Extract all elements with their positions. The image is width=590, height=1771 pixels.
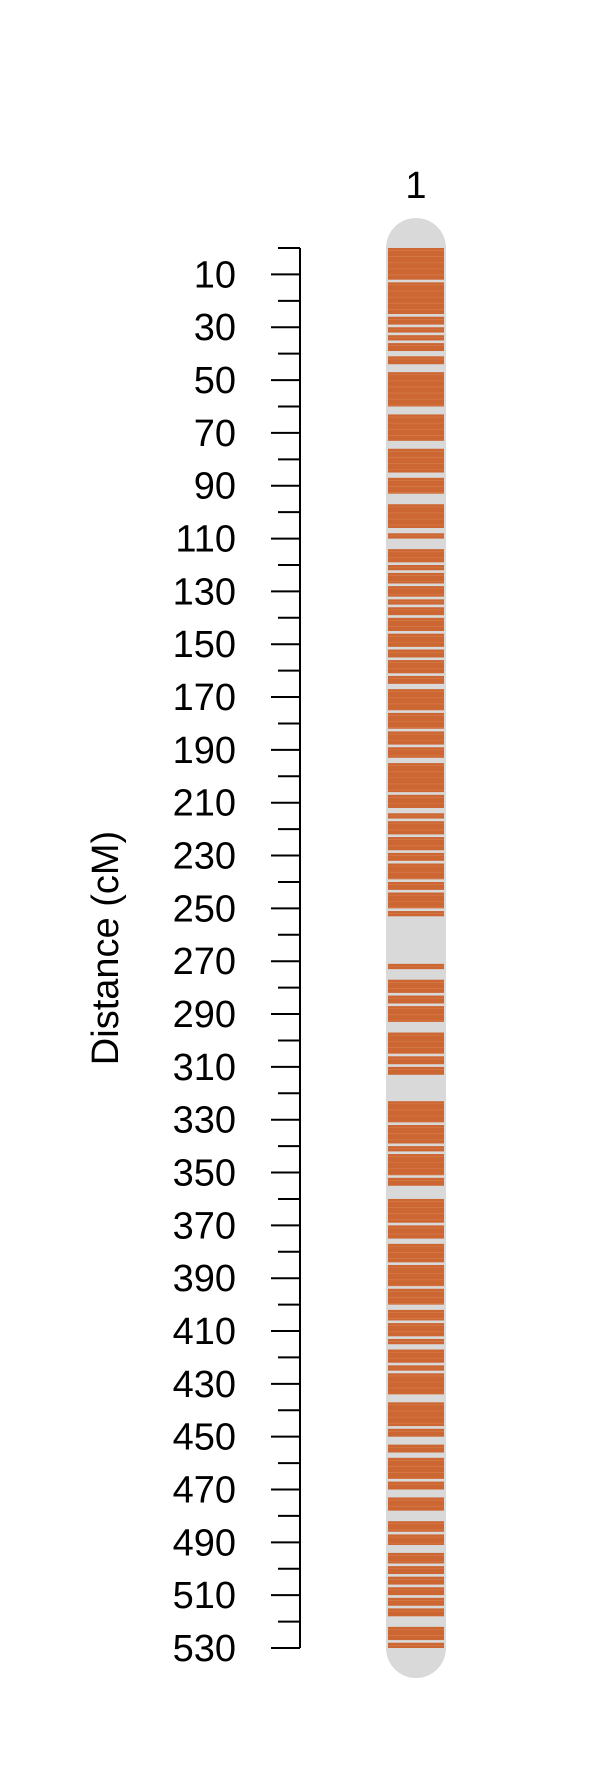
y-axis: 10 30 50 70 90 110 130 150 170 190 210 230 250 270 290… bbox=[173, 247, 301, 1670]
marker-block bbox=[388, 356, 444, 365]
y-tick-label: 310 bbox=[173, 1047, 236, 1089]
marker-block bbox=[388, 617, 444, 632]
marker-block bbox=[388, 572, 444, 584]
marker-block bbox=[388, 1225, 444, 1239]
marker-block bbox=[388, 1288, 444, 1305]
y-tick-label: 110 bbox=[175, 519, 236, 561]
marker-block bbox=[388, 1608, 444, 1617]
y-tick-label: 150 bbox=[173, 624, 236, 666]
marker-block bbox=[388, 747, 444, 758]
marker-block bbox=[388, 586, 444, 597]
marker-block bbox=[388, 343, 444, 352]
marker-block bbox=[388, 282, 444, 315]
marker-block bbox=[388, 1497, 444, 1511]
marker-block bbox=[388, 712, 444, 729]
chromosome-label: 1 bbox=[405, 165, 426, 207]
y-tick-label: 530 bbox=[173, 1628, 236, 1670]
marker-block bbox=[388, 316, 444, 325]
marker-block bbox=[388, 607, 444, 616]
marker-block bbox=[388, 1006, 444, 1022]
y-tick-label: 230 bbox=[173, 836, 236, 878]
marker-block bbox=[388, 1457, 444, 1479]
marker-block bbox=[388, 1243, 444, 1263]
marker-block bbox=[388, 1349, 444, 1363]
y-tick-label: 190 bbox=[173, 730, 236, 772]
marker-block bbox=[388, 794, 444, 808]
marker-block bbox=[388, 1264, 444, 1287]
y-tick-label: 450 bbox=[173, 1417, 236, 1459]
marker-block bbox=[388, 881, 444, 890]
marker-block bbox=[388, 1521, 444, 1532]
marker-block bbox=[388, 1597, 444, 1606]
marker-block bbox=[388, 837, 444, 851]
marker-block bbox=[388, 504, 444, 528]
y-tick-label: 50 bbox=[194, 360, 236, 402]
y-tick-label: 250 bbox=[173, 888, 236, 930]
marker-block bbox=[388, 1309, 444, 1321]
y-tick-label: 330 bbox=[173, 1100, 236, 1142]
marker-block bbox=[388, 1587, 444, 1596]
marker-block bbox=[388, 1576, 444, 1585]
marker-block bbox=[388, 649, 444, 658]
y-tick-label: 410 bbox=[173, 1311, 236, 1353]
marker-block bbox=[388, 248, 444, 280]
marker-block bbox=[388, 863, 444, 880]
marker-block bbox=[388, 1032, 444, 1054]
marker-block bbox=[388, 549, 444, 563]
marker-block bbox=[388, 1534, 444, 1545]
marker-block bbox=[388, 821, 444, 835]
y-tick-label: 490 bbox=[173, 1522, 236, 1564]
marker-block bbox=[388, 1402, 444, 1427]
marker-block bbox=[388, 731, 444, 745]
y-tick-label: 30 bbox=[194, 307, 236, 349]
marker-block bbox=[388, 1101, 444, 1123]
y-tick-label: 130 bbox=[173, 571, 236, 613]
marker-block bbox=[388, 1056, 444, 1065]
marker-block bbox=[388, 689, 444, 711]
y-tick-label: 210 bbox=[173, 783, 236, 825]
marker-block bbox=[388, 414, 444, 441]
marker-block bbox=[388, 1444, 444, 1453]
y-tick-label: 170 bbox=[173, 677, 236, 719]
marker-block bbox=[388, 1323, 444, 1337]
y-tick-label: 510 bbox=[173, 1575, 236, 1617]
marker-block bbox=[388, 1481, 444, 1490]
marker-block bbox=[388, 372, 444, 407]
marker-block bbox=[388, 892, 444, 909]
marker-block bbox=[388, 477, 444, 494]
y-tick-label: 390 bbox=[173, 1258, 236, 1300]
y-axis-title: Distance (cM) bbox=[85, 831, 127, 1065]
marker-block bbox=[388, 675, 444, 684]
y-tick-label: 10 bbox=[194, 254, 236, 296]
marker-block bbox=[388, 1198, 444, 1223]
marker-block bbox=[388, 1626, 444, 1641]
marker-block bbox=[388, 660, 444, 674]
marker-block bbox=[388, 852, 444, 861]
marker-block bbox=[388, 1154, 444, 1176]
y-tick-label: 270 bbox=[173, 941, 236, 983]
marker-block bbox=[388, 1373, 444, 1395]
y-tick-label: 430 bbox=[173, 1364, 236, 1406]
marker-block bbox=[388, 1177, 444, 1186]
marker-block bbox=[388, 1066, 444, 1075]
marker-block bbox=[388, 1552, 444, 1564]
chromosome-group: 1 bbox=[386, 165, 446, 1678]
y-tick-label: 70 bbox=[194, 413, 236, 455]
y-tick-label: 350 bbox=[173, 1153, 236, 1195]
marker-block bbox=[388, 448, 444, 473]
marker-block bbox=[388, 979, 444, 993]
marker-block bbox=[388, 1124, 444, 1144]
marker-block bbox=[388, 633, 444, 647]
y-tick-label: 290 bbox=[173, 994, 236, 1036]
y-tick-label: 90 bbox=[194, 466, 236, 508]
marker-block bbox=[388, 1566, 444, 1575]
y-tick-label: 470 bbox=[173, 1470, 236, 1512]
marker-block bbox=[388, 995, 444, 1004]
marker-block bbox=[388, 1428, 444, 1437]
y-tick-label: 370 bbox=[173, 1205, 236, 1247]
